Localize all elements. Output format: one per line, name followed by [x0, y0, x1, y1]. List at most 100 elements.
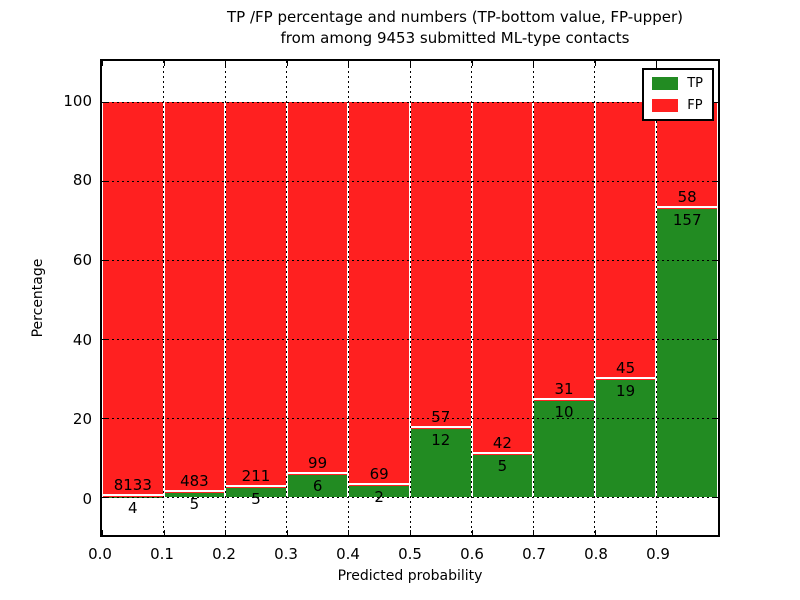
vertical-gridline-0.1: [163, 61, 165, 535]
y-tick-label-80: 80: [72, 171, 92, 190]
x-tick-bottom-7: [533, 530, 535, 535]
x-tick-top-3: [286, 61, 288, 66]
horizontal-gridline-60: [102, 260, 718, 262]
bar-edge-line-8: [595, 377, 656, 380]
bar-edge-line-6: [472, 452, 533, 455]
x-tick-top-7: [533, 61, 535, 66]
y-axis-label: Percentage: [30, 258, 46, 338]
x-tick-label-0.7: 0.7: [522, 545, 546, 563]
x-tick-bottom-2: [225, 530, 227, 535]
y-tick-left-0: [102, 497, 107, 499]
chart-title-line2: from among 9453 submitted ML-type contac…: [280, 29, 630, 47]
x-tick-bottom-1: [163, 530, 165, 535]
y-tick-right-100: [713, 102, 718, 104]
y-tick-right-60: [713, 260, 718, 262]
bar-edge-line-1: [164, 490, 225, 493]
y-tick-left-20: [102, 418, 107, 420]
x-tick-top-9: [656, 61, 658, 66]
bar-bin-8: [594, 102, 657, 498]
bar-tp-segment-6: [472, 455, 533, 498]
x-tick-label-0.5: 0.5: [398, 545, 422, 563]
fp-count-label-4: 69: [369, 465, 389, 484]
bar-tp-segment-7: [534, 401, 594, 498]
horizontal-gridline-20: [102, 418, 718, 420]
plot-area: 8133 4 483 5 211 5 99 6 69 2 57 12 42 5 31 10 45 19 58 157 …: [100, 59, 720, 537]
x-tick-top-2: [225, 61, 227, 66]
horizontal-gridline-100: [102, 102, 718, 104]
y-tick-left-40: [102, 339, 107, 341]
tp-count-label-7: 10: [554, 403, 574, 422]
y-tick-label-60: 60: [72, 251, 92, 270]
horizontal-gridline-0: [102, 497, 718, 499]
vertical-gridline-0.9: [655, 61, 657, 535]
vertical-gridline-0.4: [347, 61, 349, 535]
fp-count-label-5: 57: [431, 407, 451, 426]
vertical-gridline-0.8: [594, 61, 596, 535]
vertical-gridline-0.5: [409, 61, 411, 535]
legend-swatch-fp: [652, 99, 679, 112]
y-tick-right-40: [713, 339, 718, 341]
tp-count-label-4: 2: [374, 488, 384, 507]
y-tick-label-100: 100: [63, 91, 92, 110]
x-tick-top-6: [471, 61, 473, 66]
x-tick-bottom-3: [286, 530, 288, 535]
x-tick-label-0.9: 0.9: [646, 545, 670, 563]
vertical-gridline-0.3: [286, 61, 288, 535]
fp-count-label-7: 31: [554, 380, 574, 399]
x-tick-bottom-8: [594, 530, 596, 535]
y-tick-left-80: [102, 181, 107, 183]
bar-tp-segment-4: [349, 486, 409, 498]
bar-bin-4: [348, 102, 410, 498]
tp-count-label-3: 6: [312, 476, 323, 495]
bar-edge-line-7: [534, 398, 594, 401]
x-tick-top-5: [410, 61, 411, 66]
y-tick-right-0: [713, 497, 718, 499]
bar-tp-segment-8: [595, 380, 656, 498]
x-tick-label-0.3: 0.3: [274, 545, 298, 563]
bar-edge-line-0: [103, 494, 163, 497]
chart-title: TP /FP percentage and numbers (TP-bottom…: [110, 7, 800, 49]
fp-count-label-9: 58: [677, 188, 697, 207]
legend-swatch-tp: [652, 77, 679, 90]
fp-count-label-1: 483: [180, 472, 209, 491]
bar-bin-5: [410, 102, 472, 498]
y-tick-right-20: [713, 418, 718, 420]
legend-item-tp: TP: [652, 76, 703, 91]
x-tick-top-4: [348, 61, 350, 66]
bar-bin-2: [225, 102, 287, 498]
bar-tp-segment-5: [411, 428, 471, 498]
x-tick-top-1: [163, 61, 165, 66]
x-tick-label-0.1: 0.1: [150, 545, 174, 563]
horizontal-gridline-80: [102, 181, 718, 183]
y-tick-right-80: [713, 181, 718, 183]
x-axis-label: Predicted probability: [337, 568, 483, 584]
bar-bin-7: [533, 102, 595, 498]
y-tick-label-0: 0: [82, 490, 92, 509]
tp-count-label-1: 5: [189, 495, 200, 514]
bar-bin-3: [286, 102, 349, 498]
fp-count-label-3: 99: [308, 453, 328, 472]
tp-count-label-8: 19: [616, 382, 636, 401]
legend-item-fp: FP: [652, 98, 703, 113]
legend: TP FP: [642, 68, 714, 121]
horizontal-gridline-40: [102, 339, 718, 341]
legend-label-tp: TP: [687, 76, 703, 91]
x-tick-bottom-5: [410, 530, 411, 535]
tp-count-label-2: 5: [251, 490, 261, 509]
bar-edge-line-3: [287, 471, 348, 474]
x-tick-top-0: [102, 61, 103, 66]
tp-count-label-6: 5: [497, 457, 508, 476]
bar-bin-1: [163, 102, 226, 498]
bar-edge-line-2: [226, 485, 286, 488]
x-tick-label-0.0: 0.0: [88, 545, 112, 563]
x-tick-bottom-4: [348, 530, 350, 535]
fp-count-label-2: 211: [241, 467, 271, 486]
x-tick-label-0.6: 0.6: [460, 545, 484, 563]
bar-edge-line-9: [657, 206, 717, 209]
x-tick-bottom-6: [471, 530, 473, 535]
bar-tp-segment-2: [226, 488, 286, 498]
tp-count-label-9: 157: [672, 211, 702, 230]
fp-count-label-8: 45: [616, 359, 636, 378]
x-tick-label-0.8: 0.8: [584, 545, 608, 563]
